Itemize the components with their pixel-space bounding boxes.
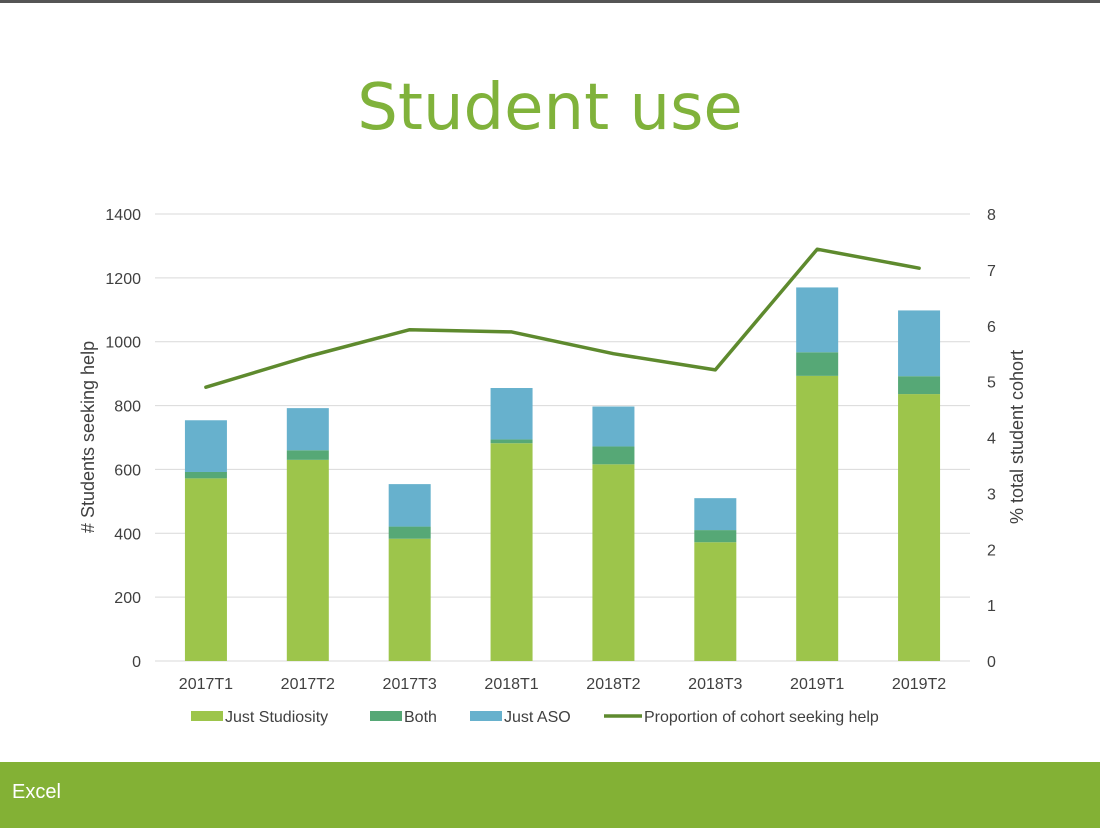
bar-both <box>694 530 737 543</box>
y2-tick-label: 4 <box>987 431 996 448</box>
y-tick-label: 0 <box>132 654 141 671</box>
y2-tick-label: 0 <box>987 654 996 671</box>
y-tick-label: 400 <box>114 526 141 543</box>
y-tick-label: 200 <box>114 590 141 607</box>
bar-both <box>898 376 941 395</box>
legend-swatch <box>370 711 402 721</box>
top-rule <box>0 0 1100 3</box>
bar-just-aso <box>286 408 329 451</box>
x-tick-label: 2019T1 <box>790 676 844 693</box>
x-tick-label: 2018T3 <box>688 676 742 693</box>
bar-just-studiosity <box>184 478 227 661</box>
bar-both <box>184 471 227 479</box>
footer-label: Excel <box>12 781 61 803</box>
bar-just-aso <box>898 310 941 377</box>
x-tick-label: 2017T3 <box>383 676 437 693</box>
footer-bar: Excel <box>0 762 1100 828</box>
y-tick-label: 1400 <box>105 207 141 224</box>
legend: Just Studiosity Both Just ASO Proportion of… <box>191 709 879 726</box>
student-use-chart: 0 200 400 600 800 1000 1200 1400 0 1 2 3 4 5 6 7 8 2017T1… <box>78 207 1027 726</box>
bar-just-aso <box>694 498 737 531</box>
bar-just-studiosity <box>592 464 635 661</box>
legend-label: Both <box>404 709 437 726</box>
proportion-line-path <box>204 247 921 389</box>
y2-tick-label: 2 <box>987 542 996 559</box>
bar-just-studiosity <box>490 443 533 661</box>
y-tick-label: 1200 <box>105 271 141 288</box>
x-tick-label: 2017T1 <box>179 676 233 693</box>
x-tick-label: 2019T2 <box>892 676 946 693</box>
bar-just-studiosity <box>286 459 329 661</box>
legend-swatch <box>191 711 223 721</box>
y-tick-label: 800 <box>114 399 141 416</box>
bar-just-studiosity <box>694 542 737 661</box>
bars <box>184 287 941 661</box>
bar-both <box>796 352 839 376</box>
y2-tick-label: 8 <box>987 207 996 224</box>
axes: 0 200 400 600 800 1000 1200 1400 0 1 2 3 4 5 6 7 8 2017T1… <box>78 207 1027 693</box>
bar-both <box>592 446 635 465</box>
y-tick-label: 1000 <box>105 335 141 352</box>
slide-title: Student use <box>357 71 743 145</box>
gridlines <box>155 213 970 662</box>
x-tick-label: 2018T1 <box>484 676 538 693</box>
bar-just-studiosity <box>898 394 941 661</box>
y2-tick-label: 6 <box>987 319 996 336</box>
y2-tick-label: 5 <box>987 375 996 392</box>
legend-label: Just ASO <box>504 709 571 726</box>
bar-just-aso <box>592 406 635 447</box>
bar-just-aso <box>184 420 227 472</box>
y2-tick-label: 1 <box>987 598 996 615</box>
x-tick-label: 2018T2 <box>586 676 640 693</box>
legend-label: Just Studiosity <box>225 709 328 726</box>
y2-axis-title: % total student cohort <box>1007 350 1027 524</box>
proportion-line <box>204 247 921 389</box>
bar-both <box>286 450 329 460</box>
y2-tick-label: 7 <box>987 263 996 280</box>
y-axis-title: # Students seeking help <box>78 341 98 533</box>
bar-just-aso <box>490 388 533 440</box>
bar-just-studiosity <box>388 538 431 661</box>
bar-both <box>388 526 431 539</box>
bar-both <box>490 439 533 444</box>
legend-swatch <box>470 711 502 721</box>
x-tick-label: 2017T2 <box>281 676 335 693</box>
bar-just-studiosity <box>796 375 839 661</box>
bar-just-aso <box>388 484 431 527</box>
legend-label: Proportion of cohort seeking help <box>644 709 879 726</box>
y-tick-label: 600 <box>114 462 141 479</box>
y2-tick-label: 3 <box>987 486 996 503</box>
bar-just-aso <box>796 287 839 353</box>
